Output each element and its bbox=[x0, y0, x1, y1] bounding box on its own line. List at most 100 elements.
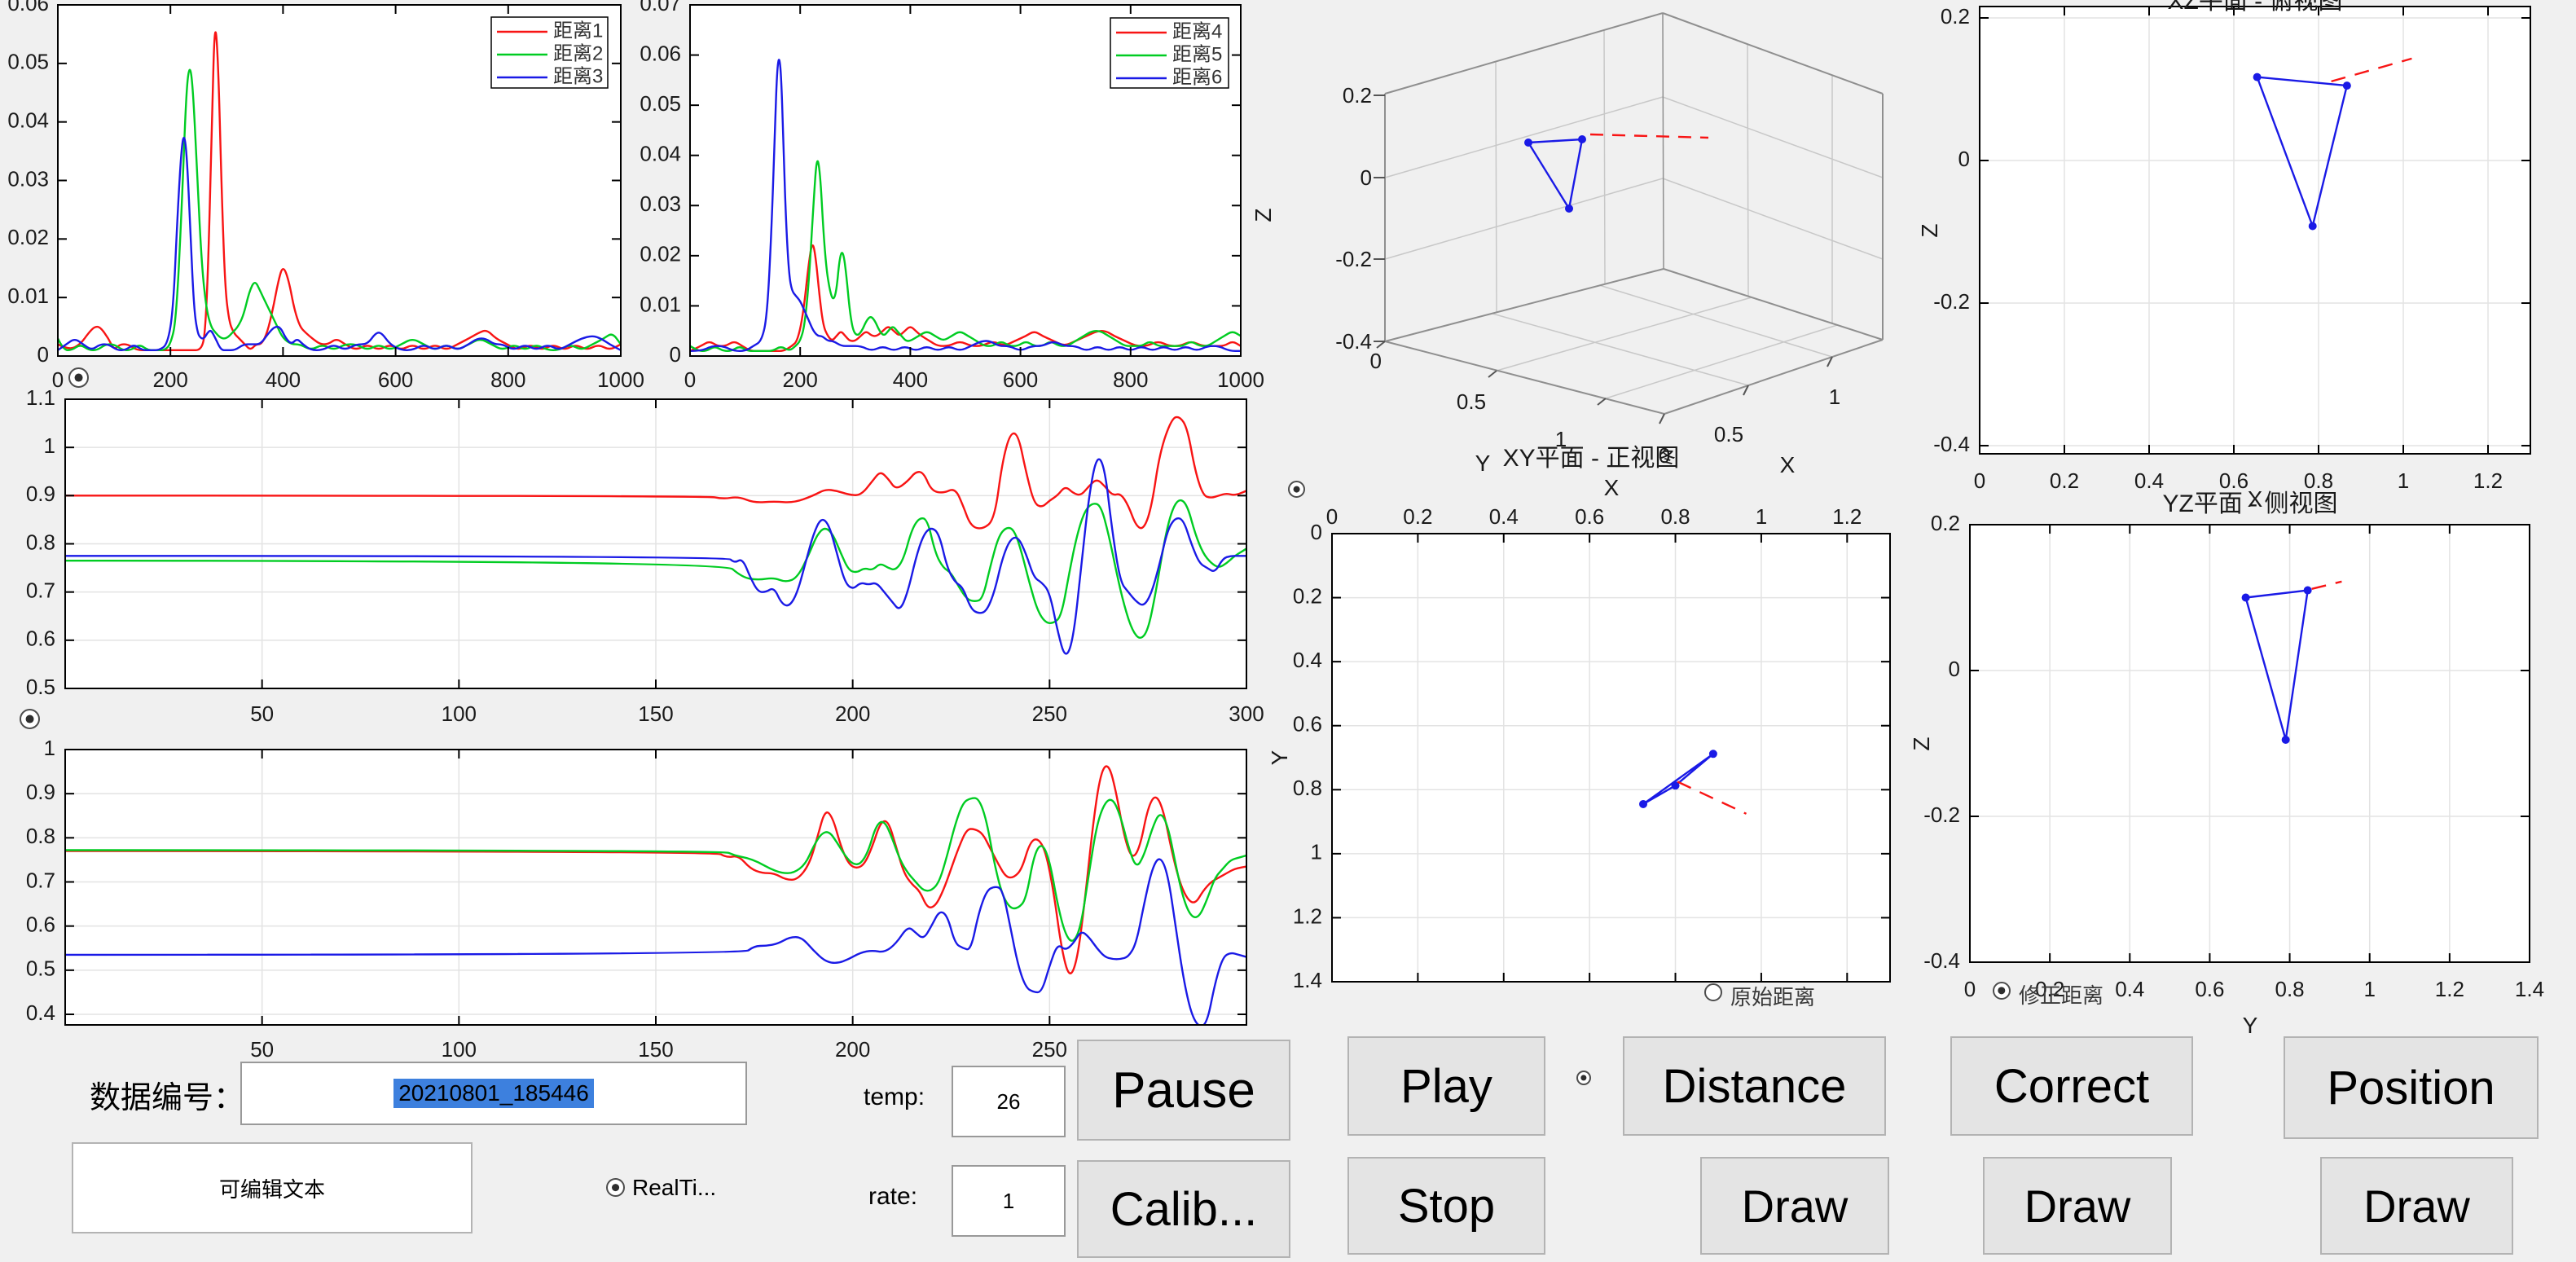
temp-field[interactable]: 26 bbox=[952, 1066, 1066, 1137]
svg-text:Y: Y bbox=[1475, 451, 1491, 476]
rate-value: 1 bbox=[1002, 1188, 1015, 1213]
svg-text:0.8: 0.8 bbox=[26, 824, 55, 848]
xz-plot: 0 0.2 0.4 0.6 0.8 1 1.2 -0.4 -0.2 0 0.2 X Z bbox=[1917, 4, 2531, 512]
svg-text:1.2: 1.2 bbox=[1832, 504, 1862, 529]
svg-text:0.6: 0.6 bbox=[26, 627, 55, 651]
svg-text:0: 0 bbox=[52, 367, 64, 392]
draw-position-button[interactable]: Draw bbox=[2320, 1157, 2513, 1255]
svg-text:0.03: 0.03 bbox=[7, 166, 49, 191]
svg-text:-0.4: -0.4 bbox=[1923, 948, 1960, 973]
svg-text:0.8: 0.8 bbox=[2304, 468, 2333, 493]
svg-text:0.6: 0.6 bbox=[1293, 712, 1322, 737]
svg-text:0.4: 0.4 bbox=[1293, 648, 1322, 672]
stop-button[interactable]: Stop bbox=[1347, 1157, 1545, 1255]
rate-label: rate: bbox=[868, 1183, 918, 1210]
svg-text:600: 600 bbox=[378, 367, 413, 392]
svg-text:300: 300 bbox=[1229, 701, 1264, 726]
svg-text:200: 200 bbox=[835, 1037, 870, 1062]
svg-text:距离3: 距离3 bbox=[553, 65, 603, 87]
svg-text:0.4: 0.4 bbox=[1489, 504, 1519, 529]
svg-text:0.5: 0.5 bbox=[1714, 422, 1743, 446]
svg-text:150: 150 bbox=[638, 701, 673, 726]
svg-text:XY平面 - 正视图: XY平面 - 正视图 bbox=[1503, 445, 1680, 472]
svg-text:距离4: 距离4 bbox=[1172, 20, 1222, 42]
svg-text:0.8: 0.8 bbox=[2275, 977, 2304, 1001]
svg-text:Z: Z bbox=[1917, 223, 1942, 237]
plot1-radio[interactable] bbox=[68, 367, 89, 388]
range2-plot: 0 200 400 600 800 1000 0 0.01 0.02 0.03 0.04 0.05 0.… bbox=[640, 0, 1264, 392]
svg-text:1.2: 1.2 bbox=[2435, 977, 2464, 1001]
pause-button[interactable]: Pause bbox=[1077, 1040, 1290, 1141]
svg-text:距离5: 距离5 bbox=[1172, 43, 1222, 65]
svg-text:50: 50 bbox=[250, 1037, 274, 1062]
svg-text:800: 800 bbox=[1113, 367, 1148, 392]
svg-text:0.9: 0.9 bbox=[26, 481, 55, 506]
play-button[interactable]: Play bbox=[1347, 1036, 1545, 1136]
svg-text:250: 250 bbox=[1032, 701, 1067, 726]
svg-text:距离2: 距离2 bbox=[553, 42, 603, 64]
svg-text:0.2: 0.2 bbox=[1343, 83, 1372, 108]
yz-plot: 0 0.2 0.4 0.6 0.8 1 1.2 1.4 -0.4 -0.2 0 0.2 YZ平面 - 侧… bbox=[1909, 490, 2544, 1038]
editable-text-value: 可编辑文本 bbox=[218, 1176, 325, 1202]
svg-text:0.2: 0.2 bbox=[2035, 977, 2064, 1001]
svg-text:YZ平面 - 侧视图: YZ平面 - 侧视图 bbox=[2163, 490, 2338, 517]
temp-label: temp: bbox=[864, 1084, 925, 1110]
temp-value: 26 bbox=[996, 1088, 1021, 1114]
svg-text:0.5: 0.5 bbox=[1457, 389, 1486, 414]
svg-text:1: 1 bbox=[1756, 504, 1767, 529]
svg-text:0.9: 0.9 bbox=[26, 780, 55, 804]
svg-text:200: 200 bbox=[783, 367, 818, 392]
svg-text:0.6: 0.6 bbox=[1575, 504, 1604, 529]
svg-text:400: 400 bbox=[266, 367, 301, 392]
position-button[interactable]: Position bbox=[2284, 1036, 2539, 1139]
svg-text:0: 0 bbox=[1311, 520, 1322, 544]
svg-text:0.6: 0.6 bbox=[2219, 468, 2249, 493]
corrected-distance-radio[interactable] bbox=[1993, 982, 2011, 1000]
mid-plot: 50 100 150 200 250 300 0.5 0.6 0.7 0.8 0.9 1 1.1 bbox=[26, 385, 1264, 726]
svg-text:0.7: 0.7 bbox=[26, 868, 55, 892]
svg-text:0.03: 0.03 bbox=[640, 191, 681, 216]
svg-text:0: 0 bbox=[684, 367, 696, 392]
plot2-radio[interactable] bbox=[20, 709, 40, 729]
svg-text:400: 400 bbox=[893, 367, 928, 392]
draw-distance-button[interactable]: Draw bbox=[1700, 1157, 1889, 1255]
distance-button[interactable]: Distance bbox=[1623, 1036, 1886, 1136]
svg-text:X: X bbox=[2248, 486, 2263, 512]
realtime-radio[interactable] bbox=[606, 1178, 625, 1197]
svg-text:0.05: 0.05 bbox=[7, 50, 49, 74]
range1-plot: 0 200 400 600 800 1000 0 0.01 0.02 0.03 0.04 0.05 0.… bbox=[7, 0, 644, 392]
svg-text:0.7: 0.7 bbox=[26, 578, 55, 603]
calibrate-button[interactable]: Calib... bbox=[1077, 1160, 1290, 1258]
original-distance-radio[interactable] bbox=[1704, 983, 1722, 1001]
svg-text:1: 1 bbox=[1555, 427, 1567, 451]
correct-button[interactable]: Correct bbox=[1950, 1036, 2193, 1136]
svg-text:200: 200 bbox=[835, 701, 870, 726]
editable-text-field[interactable]: 可编辑文本 bbox=[72, 1142, 473, 1233]
svg-text:0.6: 0.6 bbox=[26, 912, 55, 937]
svg-text:Y: Y bbox=[2243, 1013, 2258, 1038]
svg-text:0.2: 0.2 bbox=[1403, 504, 1432, 529]
svg-text:Z: Z bbox=[1251, 208, 1276, 222]
svg-text:1: 1 bbox=[1311, 840, 1322, 864]
svg-text:Y: Y bbox=[1267, 750, 1292, 765]
svg-text:250: 250 bbox=[1032, 1037, 1067, 1062]
svg-text:1: 1 bbox=[1829, 385, 1840, 409]
distance-group-radio[interactable] bbox=[1576, 1071, 1591, 1085]
svg-text:1.2: 1.2 bbox=[2473, 468, 2503, 493]
svg-text:0: 0 bbox=[670, 342, 681, 367]
xy-plot: 0 0.2 0.4 0.6 0.8 1 1.2 0 0.2 0.4 0.6 0.8 1 1.2 1.4 XY平… bbox=[1267, 445, 1891, 992]
svg-text:-0.2: -0.2 bbox=[1933, 289, 1970, 314]
svg-text:50: 50 bbox=[250, 701, 274, 726]
rate-field[interactable]: 1 bbox=[952, 1165, 1066, 1237]
svg-text:X: X bbox=[1604, 475, 1620, 500]
draw-correct-button[interactable]: Draw bbox=[1983, 1157, 2172, 1255]
svg-text:0.4: 0.4 bbox=[26, 1000, 55, 1025]
svg-text:0.5: 0.5 bbox=[26, 675, 55, 699]
svg-text:-0.2: -0.2 bbox=[1923, 802, 1960, 827]
data-number-field[interactable]: 20210801_185446 bbox=[240, 1062, 747, 1125]
xyplot-radio[interactable] bbox=[1288, 481, 1305, 498]
svg-text:0.07: 0.07 bbox=[640, 0, 681, 15]
